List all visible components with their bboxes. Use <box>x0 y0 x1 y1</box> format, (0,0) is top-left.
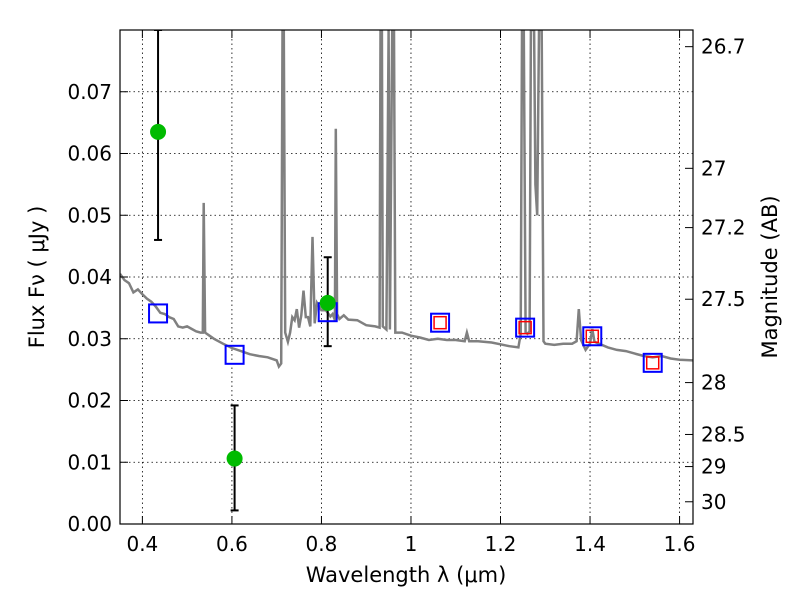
y-tick-label: 0.05 <box>67 203 112 227</box>
x-tick-label: 0.8 <box>306 532 338 556</box>
model-band-square <box>642 352 663 373</box>
model-band-inner-square <box>433 315 447 330</box>
right-tick-label: 27.2 <box>701 216 746 240</box>
right-tick-label: 26.7 <box>701 35 746 59</box>
y-tick-label: 0.01 <box>67 450 112 474</box>
observed-point <box>226 450 243 467</box>
x-tick-label: 1.6 <box>664 532 696 556</box>
error-bars <box>154 30 332 512</box>
model-band-square <box>148 303 169 324</box>
y-tick-label: 0.04 <box>67 265 112 289</box>
right-tick-label: 27 <box>701 156 726 180</box>
right-tick-label: 27.5 <box>701 287 746 311</box>
y-tick-label: 0.07 <box>67 80 112 104</box>
x-tick-label: 1.2 <box>485 532 517 556</box>
observed-point <box>150 123 167 140</box>
model-band-square <box>224 344 245 365</box>
right-tick-labels: 26.7 27 27.2 27.5 28 28.5 29 30 <box>701 35 746 514</box>
y-tick-label: 0.06 <box>67 142 112 166</box>
grid-lines <box>120 30 693 525</box>
right-tick-label: 28.5 <box>701 422 746 446</box>
y-tick-label: 0.00 <box>67 512 112 536</box>
x-tick-label: 1.4 <box>574 532 606 556</box>
x-axis-label: Wavelength λ (μm) <box>306 563 507 587</box>
x-tick-labels: 0.4 0.6 0.8 1 1.2 1.4 1.6 <box>126 532 695 556</box>
x-tick-label: 0.4 <box>126 532 158 556</box>
model-band-inner-square <box>585 329 600 344</box>
right-tick-label: 30 <box>701 490 726 514</box>
model-band-inner-square <box>645 356 660 370</box>
y-tick-labels: 0.00 0.01 0.02 0.03 0.04 0.05 0.06 0.07 <box>67 80 112 536</box>
right-tick-label: 29 <box>701 455 726 479</box>
y-axis-label: Flux Fν ( μJy ) <box>25 206 49 349</box>
y-tick-label: 0.02 <box>67 389 112 413</box>
observed-point <box>319 294 336 311</box>
model-band-square <box>515 317 536 338</box>
x-tick-label: 0.6 <box>216 532 248 556</box>
sed-model-line <box>120 30 693 370</box>
axis-ticks <box>120 30 693 525</box>
right-axis-label: Magnitude (AB) <box>758 195 782 358</box>
data-markers <box>148 123 663 467</box>
x-tick-label: 1 <box>405 532 418 556</box>
model-band-inner-square <box>518 320 532 335</box>
model-band-square <box>582 326 603 347</box>
right-tick-label: 28 <box>701 371 726 395</box>
model-band-square <box>430 312 451 333</box>
y-tick-label: 0.03 <box>67 327 112 351</box>
